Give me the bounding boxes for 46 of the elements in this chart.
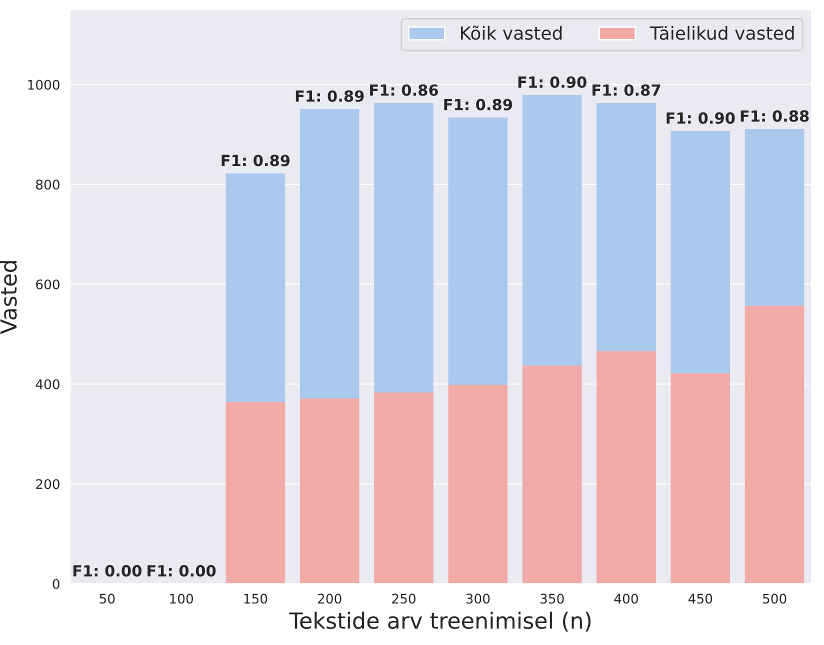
annotation: F1: 0.00 (73, 565, 142, 577)
annotation: F1: 0.89 (444, 98, 512, 110)
bar (670, 373, 730, 584)
y-tick-label: 1000 (28, 80, 60, 90)
bar (448, 385, 508, 584)
annotation: F1: 0.90 (666, 112, 735, 124)
x-tick-label: 50 (100, 594, 115, 604)
x-tick-label: 450 (688, 594, 712, 604)
bar (596, 351, 656, 584)
y-tick-label: 400 (36, 379, 60, 390)
legend-label: Täielikud vasted (650, 26, 794, 40)
x-axis-title: Tekstide arv treenimisel (n) (289, 612, 591, 632)
annotation: F1: 0.88 (740, 110, 809, 122)
bar (744, 306, 804, 584)
x-tick-label: 500 (762, 594, 786, 604)
x-tick-label: 200 (318, 594, 342, 604)
x-tick-label: 400 (614, 594, 638, 604)
annotation: F1: 0.86 (370, 84, 438, 96)
x-tick-label: 150 (244, 594, 268, 604)
bar (522, 95, 582, 366)
bar (300, 398, 360, 584)
y-tick-label: 800 (36, 180, 60, 190)
bar (226, 402, 286, 584)
annotation: F1: 0.89 (296, 90, 364, 102)
bar (744, 128, 804, 306)
x-tick-label: 350 (540, 594, 564, 604)
annotation: F1: 0.00 (148, 565, 216, 577)
bar (670, 130, 730, 374)
annotation: F1: 0.90 (518, 76, 586, 88)
bar (448, 117, 508, 386)
y-tick-label: 0 (52, 578, 60, 589)
y-tick-label: 600 (36, 279, 60, 290)
legend-label: Kõik vasted (461, 26, 562, 40)
annotation: F1: 0.89 (222, 154, 290, 166)
x-tick-label: 100 (170, 594, 193, 604)
bar (374, 392, 434, 584)
annotation: F1: 0.87 (592, 84, 660, 96)
bar (300, 109, 360, 399)
x-tick-label: 250 (392, 594, 416, 604)
y-axis-title: Vasted (0, 261, 17, 334)
y-tick-label: 200 (36, 479, 60, 490)
x-tick-label: 300 (466, 594, 490, 604)
bar (596, 103, 656, 352)
bar (226, 173, 286, 402)
bar (522, 366, 582, 584)
bar (374, 103, 434, 393)
